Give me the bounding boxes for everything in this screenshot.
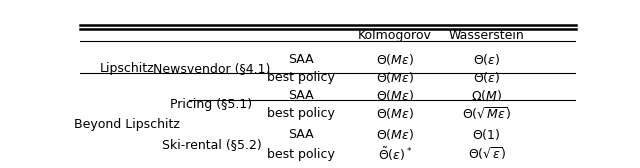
Text: $\Theta(\epsilon)$: $\Theta(\epsilon)$ <box>473 70 500 85</box>
Text: Wasserstein: Wasserstein <box>449 29 525 42</box>
Text: $\Theta(\sqrt{M\epsilon})$: $\Theta(\sqrt{M\epsilon})$ <box>462 106 511 122</box>
Text: Ski-rental (§5.2): Ski-rental (§5.2) <box>161 138 261 151</box>
Text: Pricing (§5.1): Pricing (§5.1) <box>170 98 253 111</box>
Text: best policy: best policy <box>267 108 335 120</box>
Text: best policy: best policy <box>267 148 335 161</box>
Text: $\Theta(M\epsilon)$: $\Theta(M\epsilon)$ <box>376 127 414 142</box>
Text: $\Theta(M\epsilon)$: $\Theta(M\epsilon)$ <box>376 52 414 67</box>
Text: best policy: best policy <box>267 71 335 84</box>
Text: $\Theta(M\epsilon)$: $\Theta(M\epsilon)$ <box>376 107 414 121</box>
Text: $\Omega(M)$: $\Omega(M)$ <box>471 88 502 103</box>
Text: $\Theta(M\epsilon)$: $\Theta(M\epsilon)$ <box>376 70 414 85</box>
Text: Lipschitz: Lipschitz <box>100 62 154 75</box>
Text: $\Theta(M\epsilon)$: $\Theta(M\epsilon)$ <box>376 88 414 103</box>
Text: $\tilde{\Theta}(\epsilon)^*$: $\tilde{\Theta}(\epsilon)^*$ <box>378 145 412 163</box>
Text: $\Theta(\sqrt{\epsilon})$: $\Theta(\sqrt{\epsilon})$ <box>468 146 506 162</box>
Text: SAA: SAA <box>288 128 314 141</box>
Text: Kolmogorov: Kolmogorov <box>358 29 432 42</box>
Text: Beyond Lipschitz: Beyond Lipschitz <box>74 118 180 131</box>
Text: Newsvendor (§4.1): Newsvendor (§4.1) <box>153 62 270 75</box>
Text: SAA: SAA <box>288 89 314 102</box>
Text: SAA: SAA <box>288 53 314 66</box>
Text: $\Theta(1)$: $\Theta(1)$ <box>472 127 501 142</box>
Text: $\Theta(\epsilon)$: $\Theta(\epsilon)$ <box>473 52 500 67</box>
